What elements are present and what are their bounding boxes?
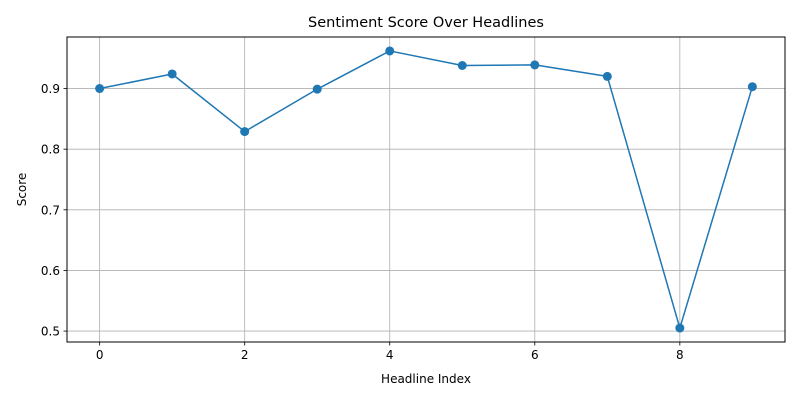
data-point bbox=[167, 69, 177, 79]
data-point bbox=[240, 127, 250, 137]
data-point bbox=[747, 82, 757, 92]
data-point bbox=[457, 60, 467, 70]
y-tick-label: 0.7 bbox=[41, 203, 60, 217]
x-axis-ticks: 0 2 4 6 8 bbox=[96, 342, 684, 362]
series-line bbox=[99, 50, 754, 329]
x-tick-label: 8 bbox=[676, 348, 684, 362]
y-axis-ticks: 0.5 0.6 0.7 0.8 0.9 bbox=[41, 82, 67, 339]
x-tick-label: 2 bbox=[241, 348, 249, 362]
y-tick-label: 0.5 bbox=[41, 325, 60, 339]
data-point bbox=[385, 46, 395, 56]
y-axis-label: Score bbox=[15, 173, 29, 207]
x-tick-label: 4 bbox=[386, 348, 394, 362]
y-tick-label: 0.9 bbox=[41, 82, 60, 96]
plot-frame bbox=[66, 36, 786, 343]
data-point bbox=[675, 323, 685, 333]
data-point bbox=[602, 71, 612, 81]
data-point bbox=[312, 84, 322, 94]
data-point bbox=[530, 60, 540, 70]
data-point bbox=[95, 84, 105, 94]
chart-title: Sentiment Score Over Headlines bbox=[308, 15, 544, 31]
x-tick-label: 0 bbox=[96, 348, 104, 362]
y-tick-label: 0.8 bbox=[41, 143, 60, 157]
x-tick-label: 6 bbox=[531, 348, 539, 362]
grid-lines bbox=[67, 37, 785, 342]
y-tick-label: 0.6 bbox=[41, 264, 60, 278]
series-layer bbox=[95, 46, 757, 333]
x-axis-label: Headline Index bbox=[381, 372, 471, 386]
